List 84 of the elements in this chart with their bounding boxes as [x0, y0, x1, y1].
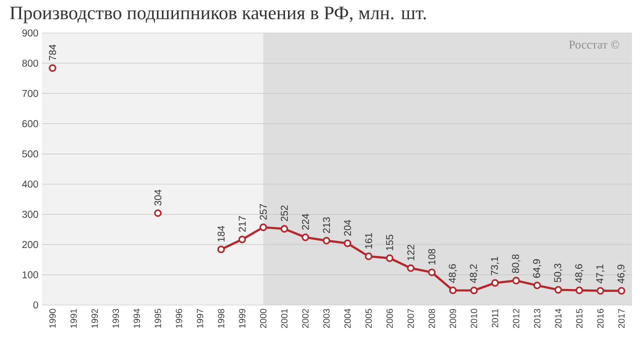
- data-label: 48,6: [448, 264, 458, 283]
- x-tick-label: 2012: [512, 308, 520, 328]
- annotation: Росстат ©: [569, 40, 620, 49]
- x-tick-label: 2004: [344, 308, 351, 328]
- x-tick-label: 1999: [239, 308, 246, 328]
- data-label: 47,1: [596, 264, 604, 284]
- data-label: 155: [386, 234, 394, 250]
- data-label: 64,9: [533, 259, 542, 278]
- data-label: 217: [238, 216, 246, 232]
- data-label: 224: [302, 214, 309, 230]
- point: [154, 209, 162, 217]
- x-tick-label: 2000: [260, 308, 266, 328]
- point: [596, 286, 604, 295]
- y-tick-label: 200: [22, 241, 38, 248]
- x-tick-label: 2016: [597, 308, 604, 328]
- data-label: 80,8: [512, 254, 520, 273]
- x-tick-label: 1995: [154, 308, 162, 328]
- point: [302, 234, 310, 242]
- x-tick-label: 1993: [112, 308, 119, 328]
- point: [512, 276, 520, 284]
- point: [428, 268, 436, 276]
- x-tick-label: 2005: [365, 308, 372, 328]
- data-label: 204: [344, 220, 352, 236]
- point: [48, 64, 56, 72]
- y-tick-label: 300: [22, 210, 38, 218]
- y-tick-label: 500: [22, 150, 38, 158]
- x-tick-label: 2015: [576, 308, 583, 328]
- point: [386, 254, 394, 262]
- x-tick-label: 2010: [470, 308, 478, 328]
- y-tick-label: 100: [22, 271, 38, 278]
- point: [280, 225, 288, 233]
- data-label: 213: [322, 217, 330, 233]
- data-label: 48,6: [575, 264, 584, 283]
- data-label: 252: [280, 206, 288, 222]
- x-tick-label: 1990: [49, 308, 56, 328]
- x-tick-label: 2014: [555, 308, 562, 328]
- x-tick-label: 1997: [196, 308, 204, 328]
- y-tick-label: 800: [22, 60, 38, 67]
- x-tick-label: 1992: [92, 308, 98, 328]
- data-label: 50,3: [554, 264, 562, 282]
- point: [322, 236, 330, 244]
- x-tick-label: 2017: [618, 308, 625, 328]
- x-tick-label: 2009: [450, 308, 456, 328]
- data-label: 48,2: [470, 264, 478, 284]
- y-tick-label: 900: [22, 29, 38, 37]
- x-tick-label: 2002: [302, 308, 309, 328]
- point: [259, 224, 268, 232]
- data-label: 73,1: [490, 256, 500, 276]
- x-tick-label: 1994: [134, 308, 140, 328]
- point: [533, 282, 541, 290]
- x-tick-label: 1996: [176, 308, 182, 328]
- point: [491, 279, 499, 287]
- x-tick-label: 1991: [70, 308, 77, 328]
- point: [618, 287, 626, 295]
- x-tick-label: 2008: [428, 308, 436, 328]
- data-label: 161: [365, 233, 372, 248]
- point: [364, 252, 372, 260]
- point: [238, 236, 246, 244]
- y-tick-label: 600: [22, 120, 38, 128]
- data-label: 46,9: [617, 264, 626, 284]
- data-label: 304: [154, 190, 162, 206]
- y-tick-label: 0: [33, 301, 38, 309]
- x-tick-label: 2003: [323, 308, 330, 328]
- x-tick-label: 2013: [534, 308, 540, 328]
- data-label: 784: [49, 44, 56, 60]
- point: [554, 286, 562, 294]
- point: [470, 286, 478, 294]
- point: [344, 240, 352, 248]
- data-label: 184: [218, 226, 225, 242]
- x-tick-label: 2006: [386, 308, 393, 328]
- point: [406, 264, 415, 272]
- point: [217, 246, 225, 254]
- y-tick-label: 400: [22, 180, 38, 188]
- x-tick-label: 2001: [281, 308, 288, 328]
- data-label: 257: [260, 204, 267, 220]
- point: [449, 286, 457, 294]
- y-tick-label: 700: [22, 90, 38, 97]
- x-tick-label: 2011: [492, 308, 498, 328]
- data-label: 108: [428, 249, 436, 264]
- chart-title: Производство подшипников качения в РФ, млн. шт.: [10, 6, 426, 24]
- x-tick-label: 2007: [408, 308, 414, 328]
- x-tick-label: 1998: [218, 308, 224, 328]
- point: [576, 286, 584, 294]
- data-label: 122: [407, 244, 414, 260]
